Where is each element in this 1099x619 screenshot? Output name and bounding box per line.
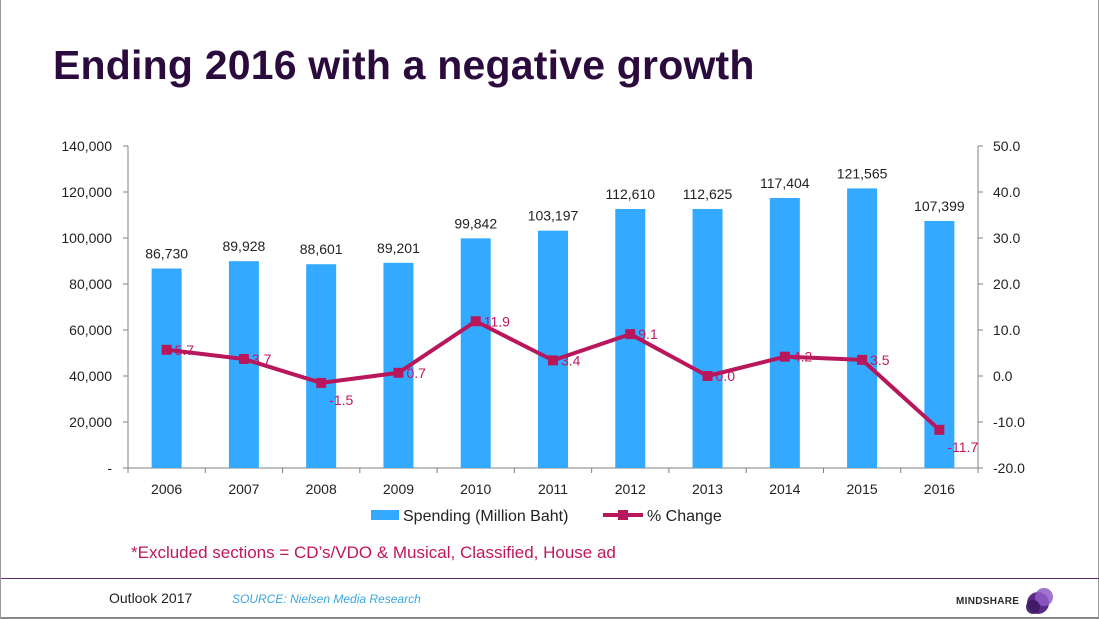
change-data-label: 3.4 xyxy=(561,352,581,368)
left-tick-label: 120,000 xyxy=(61,184,112,200)
left-tick-label: 80,000 xyxy=(69,276,112,292)
bar xyxy=(306,264,337,468)
bar xyxy=(228,261,259,468)
change-data-label: -1.5 xyxy=(329,392,353,408)
x-tick-label: 2016 xyxy=(924,481,955,497)
bar-data-label: 103,197 xyxy=(528,208,579,224)
x-tick-label: 2013 xyxy=(692,481,723,497)
change-data-label: -11.7 xyxy=(947,439,978,455)
bar-data-label: 89,928 xyxy=(222,238,265,254)
right-tick-label: 50.0 xyxy=(993,138,1020,154)
x-tick-label: 2006 xyxy=(151,481,182,497)
bar xyxy=(151,268,182,468)
change-data-label: 0.7 xyxy=(406,365,426,381)
left-tick-label: 100,000 xyxy=(61,230,112,246)
x-tick-label: 2010 xyxy=(460,481,491,497)
legend-bar-label: Spending (Million Baht) xyxy=(403,508,568,525)
bar xyxy=(769,197,800,468)
logo-mark-icon xyxy=(1026,588,1053,614)
bar-data-label: 117,404 xyxy=(760,175,810,191)
left-tick-label: 40,000 xyxy=(69,368,112,384)
left-tick-label: 20,000 xyxy=(69,414,112,430)
change-data-label: 9.1 xyxy=(638,326,658,342)
x-tick-label: 2009 xyxy=(383,481,414,497)
right-tick-label: 10.0 xyxy=(993,322,1020,338)
bar xyxy=(847,188,878,468)
right-tick-label: 30.0 xyxy=(993,230,1020,246)
change-marker xyxy=(779,351,790,362)
bar-data-label: 89,201 xyxy=(377,240,420,256)
change-marker xyxy=(316,377,327,388)
change-marker xyxy=(470,316,481,327)
bar-data-label: 88,601 xyxy=(300,241,343,257)
change-data-label: 3.7 xyxy=(252,351,272,367)
x-tick-label: 2015 xyxy=(847,481,878,497)
bar xyxy=(460,238,491,468)
legend-line-marker xyxy=(618,510,628,520)
change-data-label: 4.2 xyxy=(793,349,813,365)
left-tick-label: - xyxy=(107,460,112,476)
change-marker xyxy=(161,344,172,355)
bar-data-label: 86,730 xyxy=(145,246,188,262)
change-marker xyxy=(393,367,404,378)
x-tick-label: 2012 xyxy=(615,481,646,497)
source-note: SOURCE: Nielsen Media Research xyxy=(232,592,421,606)
change-marker xyxy=(857,354,868,365)
footer-label: Outlook 2017 xyxy=(109,590,193,606)
right-tick-label: 20.0 xyxy=(993,276,1020,292)
slide-title: Ending 2016 with a negative growth xyxy=(53,42,755,88)
x-tick-label: 2011 xyxy=(538,481,568,497)
bottom-border xyxy=(1,617,1099,619)
change-data-label: 3.5 xyxy=(870,352,890,368)
legend-line-label: % Change xyxy=(647,508,722,525)
combo-chart: - 20,000 40,000 60,000 80,000 100,000 120,000 1… xyxy=(61,138,1025,525)
bar-data-label: 99,842 xyxy=(454,215,497,231)
change-marker xyxy=(934,424,945,435)
right-tick-label: 40.0 xyxy=(993,184,1020,200)
footnote: *Excluded sections = CD’s/VDO & Musical,… xyxy=(131,543,616,562)
bar-data-label: 112,625 xyxy=(683,186,733,202)
x-tick-label: 2008 xyxy=(306,481,337,497)
x-tick-label: 2014 xyxy=(769,481,800,497)
change-marker xyxy=(702,371,713,381)
bar xyxy=(538,230,568,468)
right-tick-label: -10.0 xyxy=(993,414,1025,430)
legend-bar-swatch xyxy=(371,510,399,520)
mindshare-logo: MINDSHARE xyxy=(956,586,1056,616)
right-tick-label: 0.0 xyxy=(993,368,1013,384)
change-marker xyxy=(238,353,249,364)
change-marker xyxy=(625,329,636,340)
bar-data-label: 112,610 xyxy=(605,186,655,202)
right-tick-label: -20.0 xyxy=(993,460,1025,476)
x-tick-label: 2007 xyxy=(228,481,259,497)
bar-data-label: 107,399 xyxy=(914,198,965,214)
change-data-label: 0.0 xyxy=(716,368,736,384)
left-tick-label: 140,000 xyxy=(61,138,112,154)
left-tick-label: 60,000 xyxy=(69,322,112,338)
change-marker xyxy=(548,355,558,366)
footer-divider xyxy=(1,578,1099,579)
change-data-label: 11.9 xyxy=(484,313,510,329)
bar xyxy=(692,208,723,468)
bar-data-label: 121,565 xyxy=(837,165,888,181)
logo-text: MINDSHARE xyxy=(956,596,1020,607)
change-data-label: 5.7 xyxy=(175,342,195,358)
